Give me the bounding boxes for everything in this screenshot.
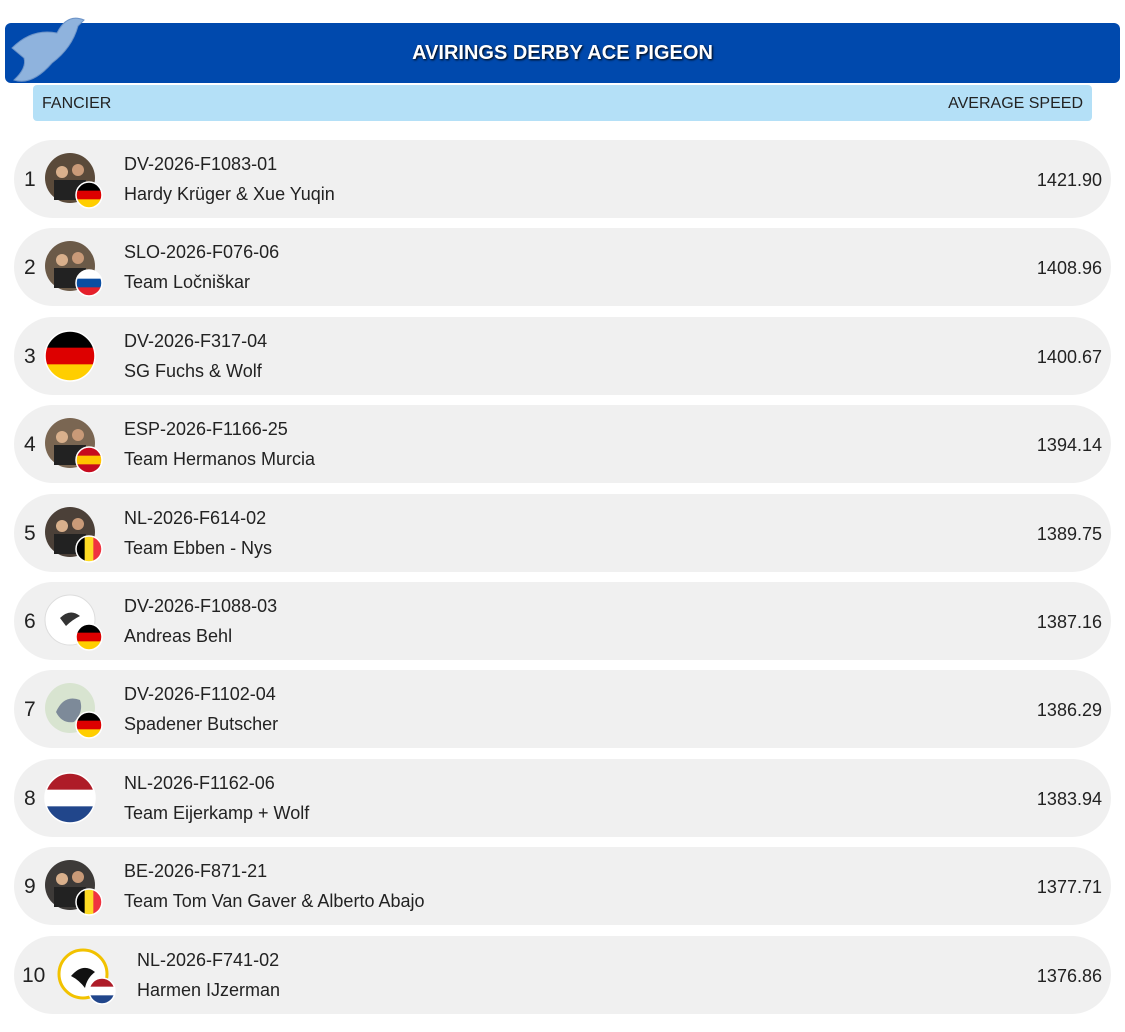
- ring-number: BE-2026-F871-21: [124, 861, 268, 882]
- row: 4 ESP-2026-F1166-25 Team Hermanos Murcia 13…: [14, 405, 1111, 484]
- avatar: [45, 153, 103, 209]
- ring-number: NL-2026-F741-02: [137, 949, 280, 970]
- ring-number: DV-2026-F1088-03: [124, 596, 278, 616]
- average-speed: 1389.75: [1036, 523, 1102, 544]
- avatar: [44, 330, 96, 382]
- row: 1 DV-2026-F1083-01 Hardy Krüger & Xue Yuqi…: [14, 140, 1111, 218]
- row: 2 SLO-2026-F076-06 Team Ločniškar 1408.96: [14, 228, 1111, 307]
- avatar: [45, 418, 103, 474]
- avatar: [44, 594, 103, 651]
- avatar: [57, 948, 116, 1005]
- rank: 8: [24, 786, 36, 810]
- row: 3 DV-2026-F317-04 SG Fuchs & Wolf 1400.67: [14, 316, 1111, 395]
- row: 9 BE-2026-F871-21 Team Tom Van Gaver & Alb…: [14, 847, 1111, 926]
- fancier-name: Team Tom Van Gaver & Alberto Abajo: [124, 891, 425, 912]
- ring-number: NL-2026-F1162-06: [124, 772, 275, 793]
- rank: 9: [24, 875, 36, 899]
- rank: 4: [24, 433, 36, 457]
- ring-number: DV-2026-F317-04: [124, 330, 268, 351]
- column-header: FANCIER AVERAGE SPEED: [33, 85, 1092, 121]
- ring-number: DV-2026-F1083-01: [124, 154, 278, 174]
- rank: 10: [22, 963, 46, 987]
- rank: 6: [24, 610, 36, 633]
- logo: [11, 17, 85, 82]
- col-speed: AVERAGE SPEED: [948, 95, 1083, 112]
- rank: 2: [24, 256, 36, 280]
- row: 7 DV-2026-F1102-04 Spadener Butscher 1386.2…: [14, 670, 1111, 749]
- average-speed: 1421.90: [1036, 170, 1102, 190]
- average-speed: 1386.29: [1036, 700, 1102, 721]
- header: AVIRINGS DERBY ACE PIGEON: [5, 23, 1120, 83]
- ring-number: SLO-2026-F076-06: [124, 242, 280, 263]
- ring-number: ESP-2026-F1166-25: [124, 419, 288, 440]
- average-speed: 1400.67: [1036, 346, 1102, 367]
- fancier-name: Andreas Behl: [124, 626, 233, 646]
- average-speed: 1387.16: [1036, 612, 1102, 632]
- row: 8 NL-2026-F1162-06 Team Eijerkamp + Wolf 13…: [14, 758, 1111, 837]
- fancier-name: Harmen IJzerman: [137, 979, 281, 1000]
- fancier-name: Hardy Krüger & Xue Yuqin: [124, 184, 335, 204]
- fancier-name: Team Ločniškar: [124, 272, 251, 293]
- fancier-name: Team Ebben - Nys: [124, 537, 273, 558]
- row: 10 NL-2026-F741-02 Harmen IJzerman 1376.86: [14, 935, 1111, 1014]
- rank: 7: [24, 698, 36, 722]
- rank: 5: [24, 521, 36, 545]
- col-fancier: FANCIER: [42, 95, 112, 112]
- fancier-name: SG Fuchs & Wolf: [124, 360, 262, 381]
- ring-number: NL-2026-F614-02: [124, 507, 267, 528]
- average-speed: 1376.86: [1036, 965, 1102, 986]
- fancier-name: Team Hermanos Murcia: [124, 449, 316, 470]
- average-speed: 1377.71: [1036, 877, 1102, 898]
- avatar: [45, 241, 103, 298]
- avatar: [45, 506, 103, 563]
- average-speed: 1408.96: [1036, 258, 1102, 279]
- row: 5 NL-2026-F614-02 Team Ebben - Nys 1389.75: [14, 493, 1111, 572]
- title: AVIRINGS DERBY ACE PIGEON: [412, 41, 713, 64]
- rank: 3: [24, 344, 36, 368]
- row: 6 DV-2026-F1088-03 Andreas Behl 1387.16: [14, 582, 1111, 660]
- avatar: [45, 683, 103, 740]
- avatar: [44, 772, 96, 824]
- avatar: [45, 860, 103, 916]
- rank: 1: [24, 168, 36, 191]
- ring-number: DV-2026-F1102-04: [124, 684, 276, 705]
- fancier-name: Team Eijerkamp + Wolf: [124, 802, 310, 823]
- fancier-name: Spadener Butscher: [124, 714, 279, 735]
- average-speed: 1383.94: [1036, 788, 1102, 809]
- average-speed: 1394.14: [1036, 435, 1102, 456]
